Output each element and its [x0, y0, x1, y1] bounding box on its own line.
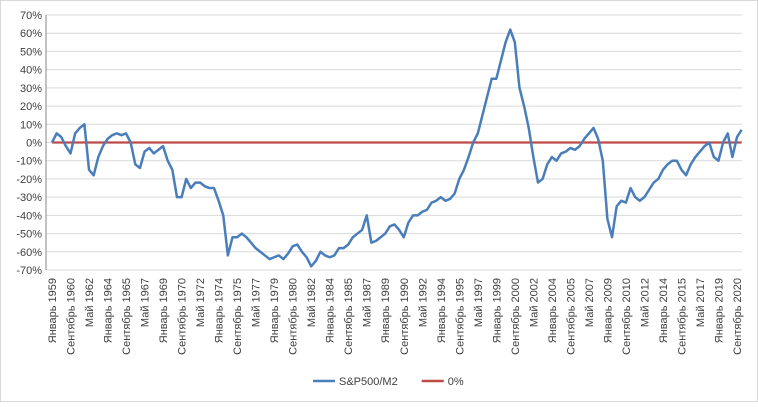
x-tick-label: Январь 1979	[269, 278, 281, 343]
y-tick-label: -30%	[16, 192, 42, 204]
x-tick-label: Май 1967	[140, 278, 152, 327]
x-tick-label: Май 1992	[417, 278, 429, 327]
y-tick-label: 50%	[20, 46, 42, 58]
x-tick-label: Сентябрь 1960	[66, 278, 78, 355]
x-tick-label: Январь 1959	[47, 278, 59, 343]
grid	[46, 14, 742, 271]
x-tick-label: Май 2007	[584, 278, 596, 327]
legend-label: S&P500/M2	[339, 376, 398, 388]
x-tick-label: Сентябрь 1965	[121, 278, 133, 355]
x-tick-label: Январь 1999	[491, 278, 503, 343]
y-tick-label: 70%	[20, 10, 42, 22]
x-tick-label: Сентябрь 2005	[565, 278, 577, 355]
x-tick-label: Сентябрь 1970	[177, 278, 189, 355]
x-tick-label: Май 1982	[306, 278, 318, 327]
x-tick-label: Май 1977	[251, 278, 263, 327]
y-tick-label: -40%	[16, 210, 42, 222]
x-tick-label: Январь 1994	[436, 278, 448, 343]
y-tick-label: -50%	[16, 229, 42, 241]
x-tick-label: Сентябрь 1980	[288, 278, 300, 355]
x-tick-label: Май 1997	[473, 278, 485, 327]
y-tick-label: 20%	[20, 101, 42, 113]
x-tick-label: Май 2012	[639, 278, 651, 327]
x-tick-label: Май 1972	[195, 278, 207, 327]
x-tick-label: Январь 1969	[158, 278, 170, 343]
line-series	[50, 28, 743, 268]
x-tick-label: Сентябрь 2020	[732, 278, 744, 355]
x-tick-label: Январь 2014	[658, 278, 670, 343]
x-tick-label: Январь 1984	[325, 278, 337, 343]
y-tick-label: 0%	[26, 138, 42, 150]
x-tick-label: Сентябрь 1975	[232, 278, 244, 355]
x-tick-label: Май 1962	[84, 278, 96, 327]
y-tick-label: 10%	[20, 119, 42, 131]
x-tick-label: Сентябрь 1985	[343, 278, 355, 355]
x-tick-label: Январь 1964	[103, 278, 115, 343]
y-tick-label: -60%	[16, 247, 42, 259]
y-tick-label: -10%	[16, 156, 42, 168]
x-tick-label: Январь 2019	[713, 278, 725, 343]
x-tick-label: Сентябрь 1995	[454, 278, 466, 355]
legend-label: 0%	[448, 376, 464, 388]
x-tick-label: Сентябрь 2000	[510, 278, 522, 355]
x-tick-label: Январь 1974	[214, 278, 226, 343]
x-tick-label: Май 2017	[695, 278, 707, 327]
x-tick-label: Январь 2009	[602, 278, 614, 343]
y-tick-label: -20%	[16, 174, 42, 186]
x-tick-label: Май 2002	[528, 278, 540, 327]
y-tick-label: 40%	[20, 65, 42, 77]
y-tick-label: 30%	[20, 83, 42, 95]
x-tick-label: Январь 1989	[380, 278, 392, 343]
x-tick-label: Сентябрь 2010	[621, 278, 633, 355]
y-tick-label: -70%	[16, 265, 42, 277]
x-tick-label: Январь 2004	[547, 278, 559, 343]
x-tick-label: Май 1987	[362, 278, 374, 327]
y-tick-label: 60%	[20, 28, 42, 40]
x-tick-label: Сентябрь 1990	[399, 278, 411, 355]
x-tick-label: Сентябрь 2015	[676, 278, 688, 355]
